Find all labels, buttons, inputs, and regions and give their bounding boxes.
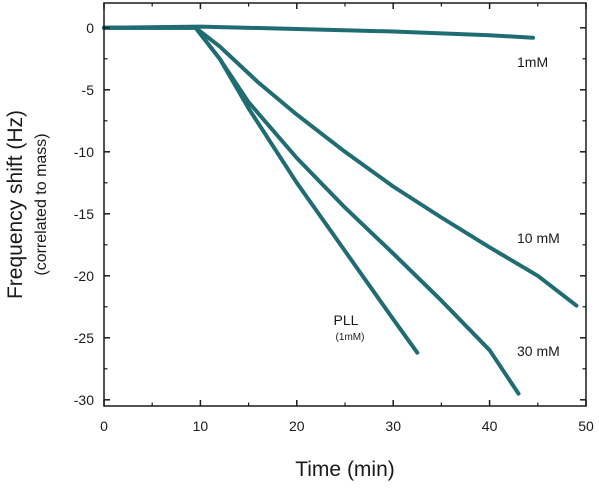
series-line-pll xyxy=(102,25,420,355)
x-tick-label: 50 xyxy=(578,418,594,434)
x-tick-label: 30 xyxy=(385,418,401,434)
series-label-pll-sub: (1mM) xyxy=(336,332,365,343)
x-tick-label: 20 xyxy=(289,418,305,434)
y-tick-label: -20 xyxy=(74,268,94,284)
series-layer xyxy=(102,24,579,396)
series-line-10mm xyxy=(102,25,579,308)
plot-frame xyxy=(103,2,587,407)
series-label-pll: PLL xyxy=(334,312,359,328)
y-tick-label: 0 xyxy=(86,20,94,36)
x-tick-label: 0 xyxy=(100,418,108,434)
series-label-30mm: 30 mM xyxy=(517,343,560,359)
y-tick-label: -10 xyxy=(74,144,94,160)
y-tick-label: -5 xyxy=(82,82,95,98)
series-line-30mm xyxy=(102,25,521,396)
y-tick-label: -30 xyxy=(74,392,94,408)
series-label-10mm: 10 mM xyxy=(517,230,560,246)
y-axis-title: Frequency shift (Hz) xyxy=(4,110,27,299)
y-axis-subtitle: (correlated to mass) xyxy=(33,133,50,275)
x-axis-title: Time (min) xyxy=(295,458,395,481)
y-tick-label: -15 xyxy=(74,206,94,222)
y-tick-label: -25 xyxy=(74,330,94,346)
x-tick-label: 40 xyxy=(482,418,498,434)
series-label-1mm: 1mM xyxy=(517,54,548,70)
ticks-layer: 0 10 20 30 40 50 0 -5 -10 -15 -20 -25 -30 xyxy=(74,3,594,434)
x-tick-label: 10 xyxy=(193,418,209,434)
